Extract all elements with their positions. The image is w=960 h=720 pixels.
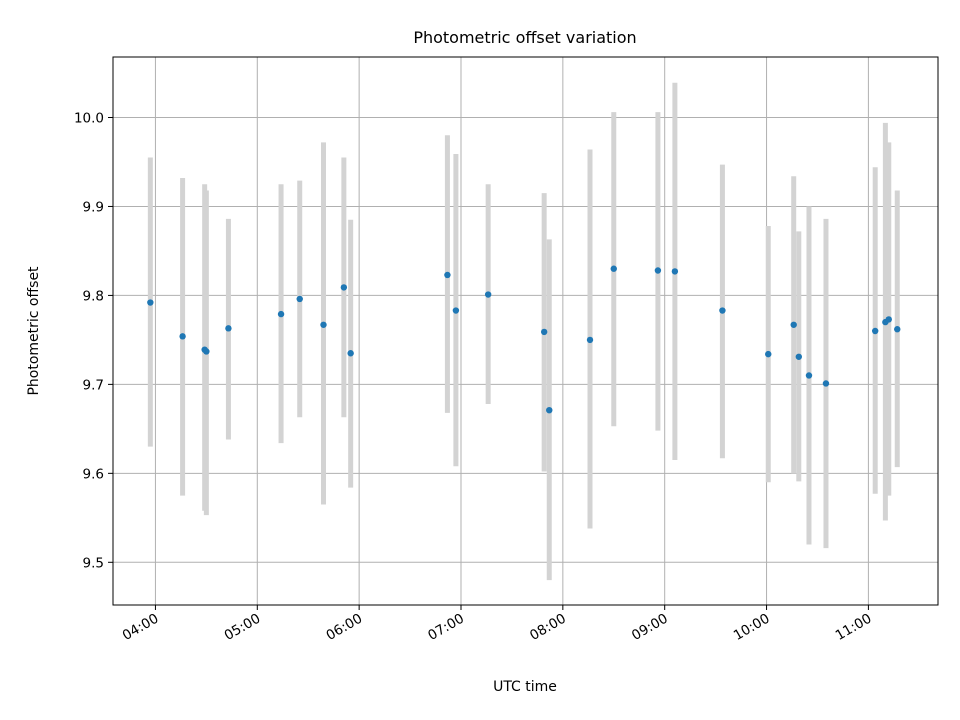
data-point — [765, 350, 772, 358]
data-points — [147, 265, 901, 414]
data-point — [444, 271, 451, 279]
data-point — [320, 321, 327, 328]
data-point — [610, 265, 617, 272]
data-point — [347, 350, 354, 357]
y-tick-label: 10.0 — [74, 110, 104, 126]
data-point — [277, 310, 285, 318]
data-point — [719, 307, 726, 314]
data-point — [871, 327, 879, 335]
data-point — [225, 325, 232, 332]
chart-title: Photometric offset variation — [413, 28, 636, 47]
data-point — [179, 333, 186, 340]
data-point — [484, 291, 492, 298]
y-axis-ticks: 9.5 9.6 9.7 9.8 9.9 10.0 — [74, 110, 113, 571]
data-point — [805, 372, 813, 379]
data-point — [340, 284, 348, 291]
data-point — [671, 268, 679, 275]
plot-frame — [112, 56, 939, 606]
data-point — [654, 267, 662, 274]
grid-lines — [113, 57, 938, 605]
x-axis-label: UTC time — [493, 679, 557, 695]
y-axis-label: Photometric offset — [26, 266, 42, 396]
data-point — [795, 353, 803, 360]
data-point — [822, 380, 830, 387]
data-point — [540, 328, 548, 336]
data-point — [885, 316, 892, 323]
data-point — [546, 406, 553, 414]
data-point — [452, 307, 460, 314]
data-point — [894, 326, 901, 333]
data-point — [586, 336, 594, 344]
y-tick-label: 9.5 — [83, 555, 104, 571]
y-tick-label: 9.8 — [83, 288, 104, 304]
data-point — [147, 299, 154, 306]
y-tick-label: 9.9 — [83, 199, 104, 215]
data-point — [790, 321, 797, 328]
y-tick-label: 9.6 — [83, 466, 104, 482]
y-tick-label: 9.7 — [83, 377, 104, 393]
data-point — [296, 295, 303, 303]
data-point — [203, 348, 210, 355]
